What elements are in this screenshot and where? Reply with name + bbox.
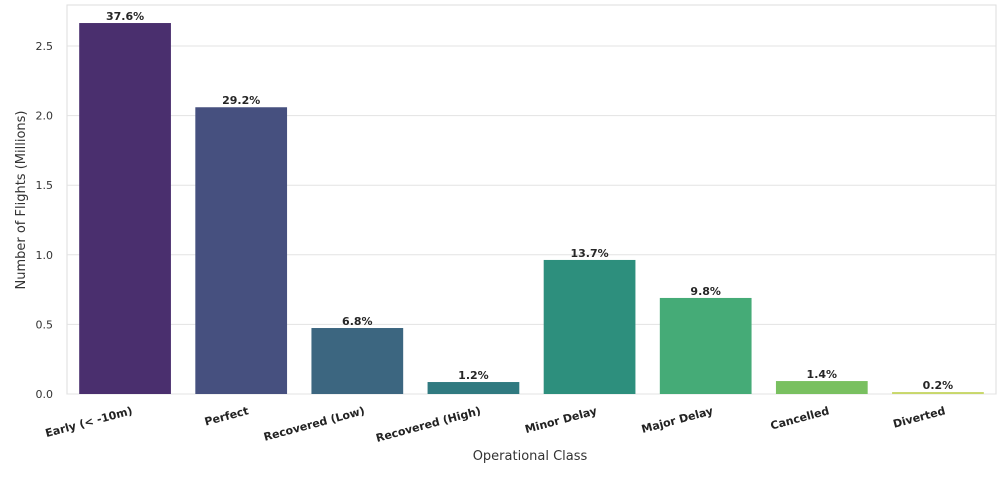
bar [659,297,752,394]
data-label: 13.7% [570,247,608,260]
y-tick-label: 1.0 [36,249,54,262]
bar [79,23,171,394]
data-label: 6.8% [342,315,373,328]
data-label: 0.2% [923,379,954,392]
bar [543,259,636,394]
data-label: 1.4% [807,368,838,381]
y-tick-label: 2.5 [36,40,54,53]
data-label: 29.2% [222,94,260,107]
bar [311,328,404,394]
y-tick-label: 0.0 [36,388,54,401]
y-tick-label: 0.5 [36,318,54,331]
data-label: 37.6% [106,10,144,23]
x-tick-label: Early (< -10m) [44,404,134,440]
x-tick-label: Recovered (High) [375,404,483,445]
bar [427,382,520,394]
x-tick-label: Diverted [892,404,947,430]
data-label: 9.8% [690,285,721,298]
y-tick-label: 2.0 [36,110,54,123]
x-tick-label: Cancelled [769,404,831,432]
x-axis-label: Operational Class [473,449,588,464]
bar [195,107,288,395]
data-label: 1.2% [458,369,489,382]
y-axis-label: Number of Flights (Millions) [14,111,29,290]
x-tick-label: Major Delay [640,404,714,436]
y-tick-label: 1.5 [36,179,54,192]
bar [892,392,984,394]
x-tick-label: Minor Delay [524,404,599,436]
x-tick-label: Recovered (Low) [262,404,366,443]
bar [775,381,868,394]
x-tick-label: Perfect [203,404,250,428]
